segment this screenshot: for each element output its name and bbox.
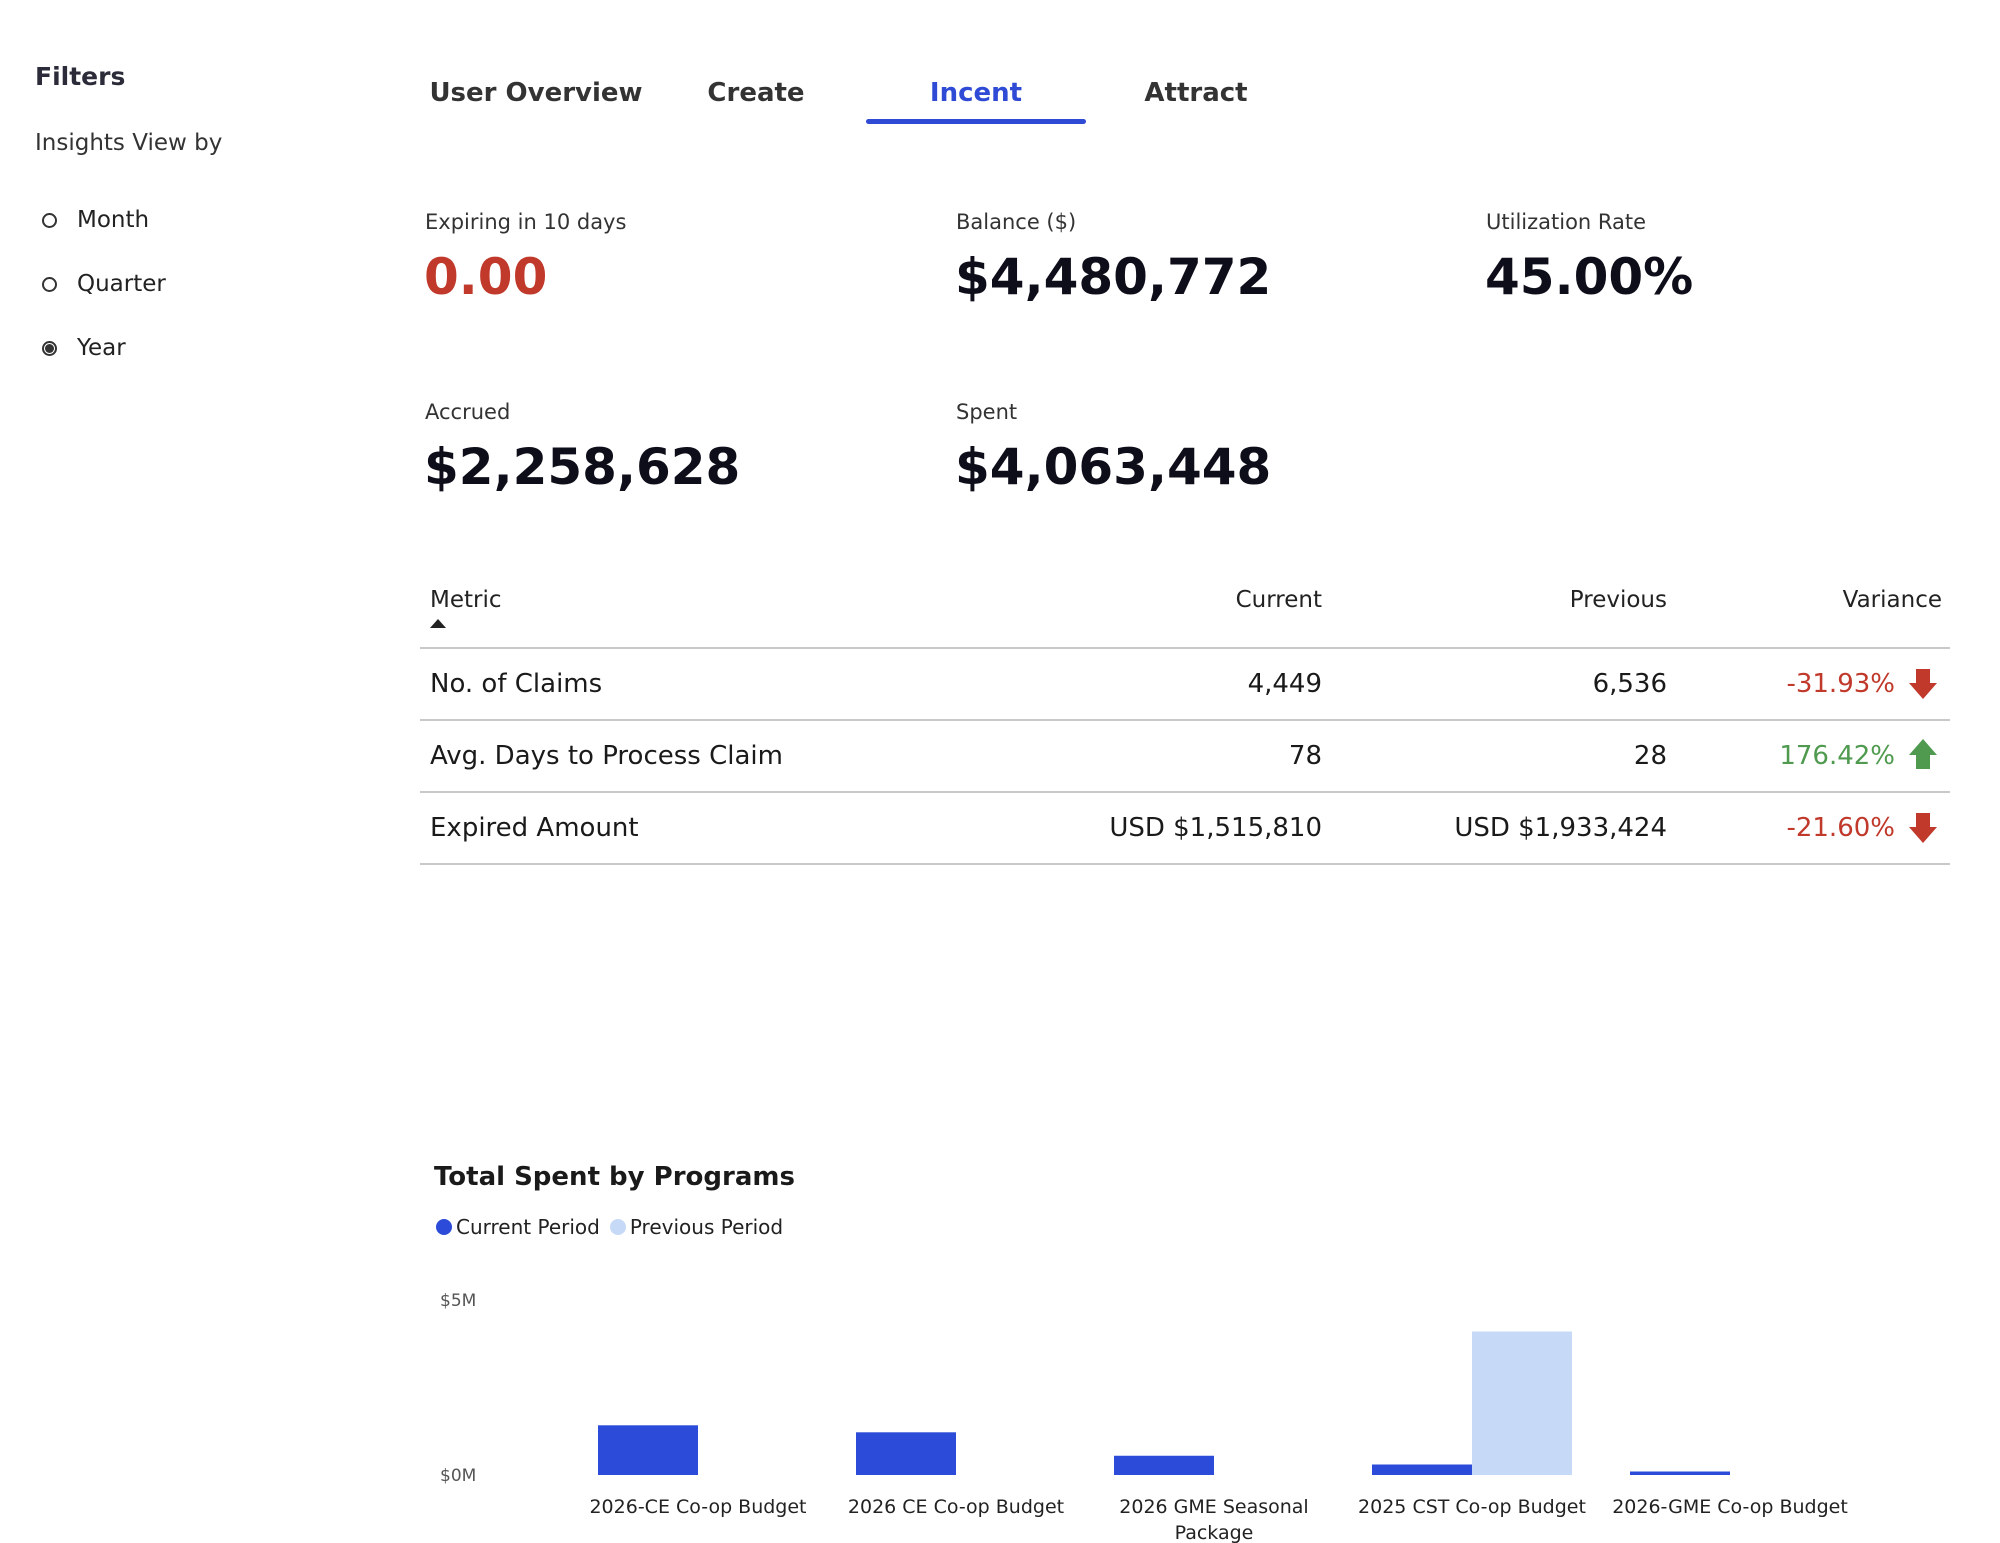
y-tick-label: $5M — [440, 1291, 476, 1311]
kpi-expiring-value: 0.00 — [424, 248, 548, 306]
arrow-up-icon — [1906, 737, 1940, 780]
kpi-spent-value: $4,063,448 — [955, 438, 1272, 496]
bar-current[interactable] — [856, 1432, 956, 1475]
kpi-accrued-label: Accrued — [425, 400, 511, 424]
kpi-expiring-label: Expiring in 10 days — [425, 210, 627, 234]
table-row: Avg. Days to Process Claim 78 28 176.42% — [420, 721, 1950, 793]
column-header-previous[interactable]: Previous — [1569, 587, 1667, 613]
kpi-spent-label: Spent — [956, 400, 1018, 424]
bar-current[interactable] — [1372, 1464, 1472, 1476]
radio-label-quarter: Quarter — [77, 271, 166, 297]
bar-current[interactable] — [598, 1425, 698, 1475]
table-row: Expired Amount USD $1,515,810 USD $1,933… — [420, 793, 1950, 865]
table-header: Metric Current Previous Variance — [420, 575, 1950, 649]
column-header-metric[interactable]: Metric — [430, 587, 502, 613]
filters-title: Filters — [35, 62, 126, 91]
bar-current[interactable] — [1114, 1455, 1214, 1475]
metric-previous: 6,536 — [1592, 669, 1667, 699]
legend-label-previous: Previous Period — [629, 1215, 784, 1239]
kpi-balance-value: $4,480,772 — [955, 248, 1272, 306]
arrow-down-icon — [1906, 809, 1940, 852]
tab-user-overview[interactable]: User Overview — [429, 78, 643, 108]
radio-selected-icon[interactable] — [42, 340, 57, 356]
legend-swatch-previous — [609, 1219, 626, 1235]
metric-current: 78 — [1288, 741, 1322, 771]
metric-previous: 28 — [1633, 741, 1667, 771]
radio-circle-icon[interactable] — [42, 212, 57, 228]
legend-item-current[interactable]: Current Period — [436, 1215, 600, 1239]
arrow-down-icon — [1906, 665, 1940, 708]
radio-label-month: Month — [77, 207, 150, 233]
bar-previous[interactable] — [1472, 1331, 1572, 1476]
metric-previous: USD $1,933,424 — [1454, 813, 1667, 843]
tab-attract[interactable]: Attract — [1144, 78, 1248, 108]
x-tick-label: 2026-GME Co-op Budget — [1612, 1496, 1848, 1518]
legend-item-previous[interactable]: Previous Period — [609, 1215, 784, 1239]
column-header-variance[interactable]: Variance — [1842, 587, 1942, 613]
kpi-utilization-value: 45.00% — [1485, 248, 1694, 306]
kpi-utilization-label: Utilization Rate — [1486, 210, 1647, 234]
metric-variance: -31.93% — [1786, 669, 1895, 699]
chart-legend: Current Period Previous Period — [436, 1215, 793, 1239]
metric-name: Avg. Days to Process Claim — [430, 741, 783, 771]
metric-variance: 176.42% — [1779, 741, 1895, 771]
chart-title: Total Spent by Programs — [434, 1162, 795, 1192]
metric-current: USD $1,515,810 — [1109, 813, 1322, 843]
x-tick-label: 2026 GME Seasonal — [1119, 1496, 1308, 1518]
radio-label-year: Year — [77, 335, 126, 361]
column-header-current[interactable]: Current — [1235, 587, 1322, 613]
x-tick-label: 2026 CE Co-op Budget — [848, 1496, 1064, 1518]
metric-current: 4,449 — [1247, 669, 1322, 699]
metric-name: No. of Claims — [430, 669, 603, 699]
tab-incent[interactable]: Incent — [929, 78, 1023, 108]
active-tab-indicator — [866, 119, 1086, 124]
radio-year[interactable]: Year — [42, 335, 126, 361]
y-tick-label: $0M — [440, 1466, 476, 1486]
bar-current[interactable] — [1630, 1471, 1730, 1476]
x-tick-label: Package — [1175, 1522, 1254, 1543]
sort-ascending-icon[interactable] — [430, 619, 446, 628]
tab-create[interactable]: Create — [707, 78, 805, 108]
x-tick-label: 2025 CST Co-op Budget — [1358, 1496, 1586, 1518]
metric-variance: -21.60% — [1786, 813, 1895, 843]
legend-swatch-current — [436, 1219, 452, 1235]
radio-month[interactable]: Month — [42, 207, 149, 233]
x-tick-label: 2026-CE Co-op Budget — [589, 1496, 806, 1518]
insights-view-by-label: Insights View by — [35, 130, 223, 156]
metric-name: Expired Amount — [430, 813, 639, 843]
radio-quarter[interactable]: Quarter — [42, 271, 166, 297]
table-row: No. of Claims 4,449 6,536 -31.93% — [420, 649, 1950, 721]
kpi-accrued-value: $2,258,628 — [424, 438, 741, 496]
radio-circle-icon[interactable] — [42, 276, 57, 292]
kpi-balance-label: Balance ($) — [956, 210, 1077, 234]
legend-label-current: Current Period — [456, 1215, 600, 1239]
metrics-table: Metric Current Previous Variance No. of … — [420, 575, 1950, 865]
